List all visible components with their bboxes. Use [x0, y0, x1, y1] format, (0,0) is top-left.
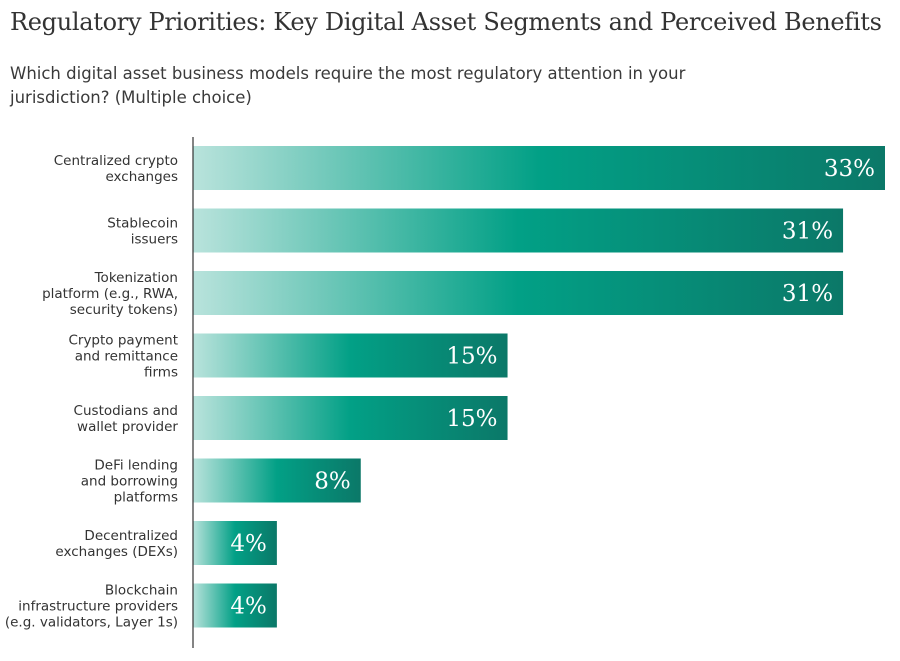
bar-6 — [193, 521, 277, 565]
category-label-line: firms — [144, 365, 178, 381]
category-label-0: Centralized crypto exchanges — [54, 153, 178, 185]
category-label-5: DeFi lending and borrowing platforms — [81, 458, 178, 506]
category-label-line: (e.g. validators, Layer 1s) — [5, 615, 178, 631]
category-label-1: Stablecoin issuers — [107, 216, 178, 248]
category-label-line: Crypto payment — [68, 333, 178, 349]
category-label-line: wallet provider — [77, 419, 178, 435]
category-label-line: and remittance — [75, 349, 178, 365]
value-label-2: 31% — [782, 281, 833, 307]
category-label-line: Blockchain — [105, 583, 178, 599]
category-label-line: exchanges — [105, 169, 178, 185]
value-label-4: 15% — [446, 406, 497, 432]
bar-0 — [193, 146, 885, 190]
category-label-line: security tokens) — [70, 302, 178, 318]
category-label-line: and borrowing — [81, 474, 178, 490]
category-label-line: infrastructure providers — [18, 599, 178, 615]
category-label-line: exchanges (DEXs) — [55, 544, 178, 560]
chart-subtitle: Which digital asset business models requ… — [10, 64, 686, 107]
category-label-line: Stablecoin — [107, 216, 178, 232]
category-label-line: platforms — [114, 490, 178, 506]
value-label-5: 8% — [314, 469, 351, 495]
chart-title: Regulatory Priorities: Key Digital Asset… — [10, 8, 882, 36]
category-label-line: Tokenization — [94, 270, 178, 286]
category-label-7: Blockchain infrastructure providers (e.g. … — [5, 583, 178, 631]
category-label-3: Crypto payment and remittance firms — [68, 333, 178, 381]
category-label-line: platform (e.g., RWA, — [42, 286, 178, 302]
value-label-6: 4% — [230, 531, 267, 557]
value-label-3: 15% — [446, 344, 497, 370]
bar-5 — [193, 458, 361, 503]
value-label-0: 33% — [824, 156, 875, 182]
category-label-line: Decentralized — [84, 528, 178, 544]
bar-3 — [193, 333, 508, 378]
category-label-2: Tokenization platform (e.g., RWA, security… — [42, 270, 178, 318]
category-label-6: Decentralized exchanges (DEXs) — [55, 528, 178, 560]
category-label-4: Custodians and wallet provider — [74, 403, 179, 435]
category-label-line: Centralized crypto — [54, 153, 178, 169]
bars-group: 33% 31% 31% 15% 15% 8% 4% 4% — [193, 146, 885, 628]
bar-4 — [193, 396, 508, 440]
bar-7 — [193, 583, 277, 628]
category-label-line: DeFi lending — [94, 458, 178, 474]
category-label-line: issuers — [131, 232, 178, 248]
bar-2 — [193, 271, 844, 315]
category-label-line: Custodians and — [74, 403, 178, 419]
bar-1 — [193, 208, 844, 253]
value-label-1: 31% — [782, 219, 833, 245]
value-label-7: 4% — [230, 594, 267, 620]
category-labels-group: Centralized crypto exchanges Stablecoin iss… — [5, 153, 179, 631]
